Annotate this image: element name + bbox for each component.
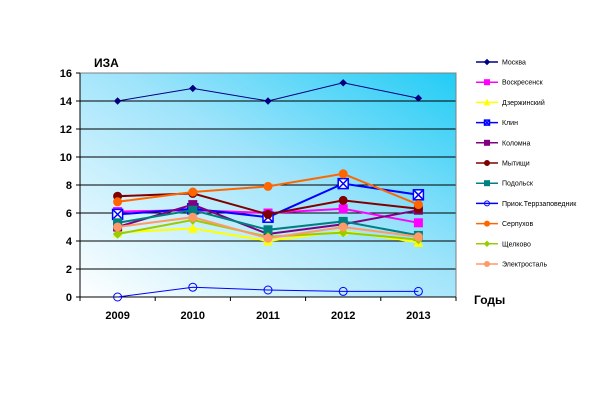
y-axis-ticks: 0 2 4 6 8 10 12 14 16 (60, 68, 80, 304)
data-point (413, 200, 423, 210)
data-point (111, 208, 124, 221)
legend-marker (483, 119, 491, 126)
data-point (188, 212, 198, 222)
x-axis-ticks: 2009 2010 2011 2012 2013 (79, 297, 457, 322)
y-tick-label: 12 (60, 124, 72, 136)
legend-item: Приок.Террзаповедник (476, 200, 577, 208)
data-point (113, 97, 122, 105)
legend-label: Электросталь (502, 262, 548, 269)
data-point (188, 187, 198, 197)
legend-marker (483, 98, 491, 106)
y-tick-label: 8 (66, 180, 72, 192)
data-point (113, 222, 123, 232)
data-point (413, 286, 423, 296)
x-tick-label: 2009 (105, 310, 129, 322)
x-tick-label: 2013 (406, 310, 430, 322)
data-point (337, 177, 349, 190)
legend-label: Мытищи (502, 161, 530, 168)
y-tick-label: 4 (66, 236, 73, 248)
data-point (263, 181, 273, 191)
data-point (188, 282, 198, 292)
data-point (264, 97, 272, 105)
legend-label: Дзержинский (502, 99, 545, 107)
legend: Москва Воскресенск Дзержинский Клин Коломна М… (476, 58, 577, 269)
legend-marker (483, 240, 491, 248)
x-axis-title: Годы (474, 293, 505, 307)
x-tick-label: 2010 (181, 310, 205, 322)
legend-label: Щелково (502, 241, 531, 248)
legend-item: Мытищи (476, 160, 530, 168)
legend-label: Клин (502, 120, 518, 127)
legend-item: Воскресенск (476, 79, 544, 87)
legend-item: Дзержинский (476, 98, 545, 107)
data-point (338, 204, 348, 214)
data-point (338, 195, 348, 205)
y-tick-label: 0 (66, 292, 72, 304)
data-point (187, 223, 198, 233)
legend-marker (484, 180, 490, 187)
legend-marker (484, 261, 490, 267)
legend-item: Щелково (476, 240, 531, 248)
y-tick-label: 2 (66, 264, 72, 276)
legend-item: Клин (476, 119, 518, 127)
data-point (413, 218, 423, 228)
legend-item: Подольск (476, 180, 534, 188)
legend-marker (484, 160, 490, 166)
data-point (189, 84, 197, 93)
legend-label: Воскресенск (502, 80, 544, 87)
data-point (338, 222, 348, 232)
x-tick-label: 2011 (256, 310, 280, 322)
legend-box (467, 49, 599, 273)
legend-marker (484, 139, 490, 146)
legend-marker (484, 200, 490, 207)
legend-label: Подольск (502, 181, 534, 188)
legend-label: Москва (502, 60, 526, 67)
data-point (113, 197, 123, 207)
data-point (413, 232, 423, 242)
data-point (113, 292, 123, 302)
y-tick-label: 16 (60, 68, 72, 80)
data-point (263, 285, 273, 295)
data-point (414, 94, 423, 102)
y-tick-label: 6 (66, 208, 72, 220)
data-point (338, 286, 348, 296)
x-tick-label: 2012 (331, 310, 355, 322)
legend-marker (484, 220, 490, 227)
legend-item: Электросталь (476, 261, 548, 269)
data-point (339, 79, 347, 87)
legend-marker (483, 58, 491, 66)
y-axis-title: ИЗА (94, 56, 119, 70)
series-group (111, 79, 425, 302)
data-point (412, 189, 425, 201)
legend-item: Коломна (476, 139, 531, 147)
legend-label: Коломна (502, 140, 531, 147)
legend-label: Серпухов (502, 221, 533, 228)
series-line (117, 286, 419, 298)
legend-item: Серпухов (476, 220, 533, 228)
data-point (263, 233, 273, 243)
data-point (263, 209, 273, 219)
y-tick-label: 10 (60, 152, 72, 164)
legend-item: Москва (476, 58, 526, 67)
y-tick-label: 14 (60, 96, 73, 108)
legend-marker (484, 79, 490, 86)
data-point (112, 229, 123, 239)
data-point (338, 169, 348, 179)
legend-label: Приок.Террзаповедник (502, 201, 577, 208)
